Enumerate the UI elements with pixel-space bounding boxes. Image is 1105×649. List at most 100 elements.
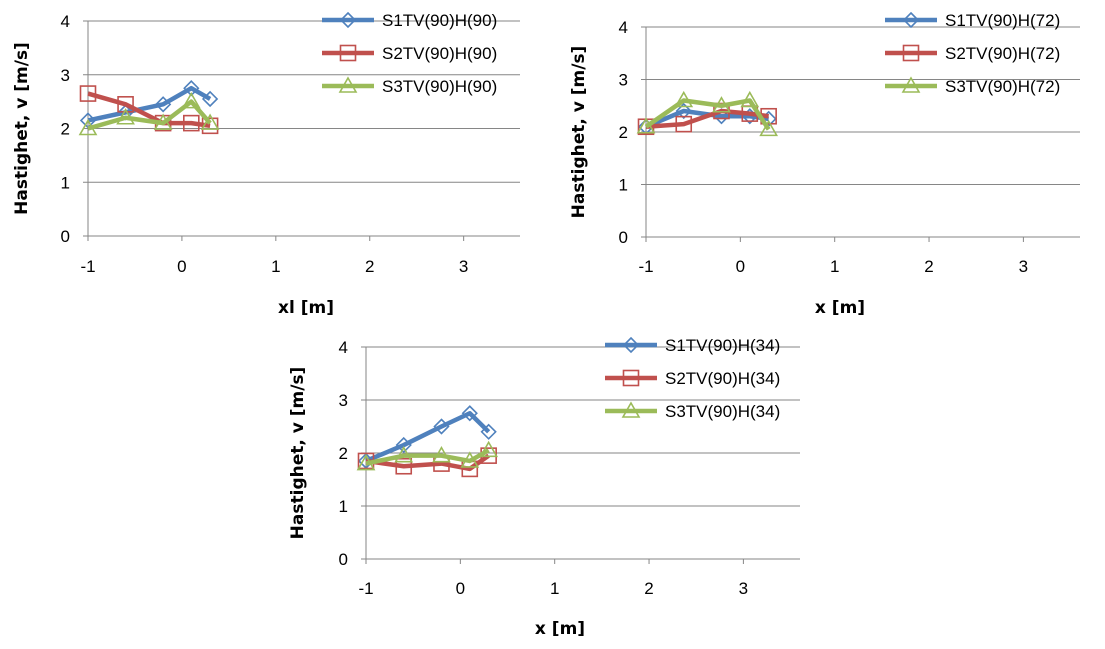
data-point-marker [154,96,172,113]
y-axis-label: Hastighet, v [m/s] [288,367,308,540]
series-3 [78,92,220,136]
data-point-marker [675,102,692,120]
x-tick-label: -1 [358,579,373,598]
x-tick-label: 2 [924,257,933,276]
legend-swatch-marker [622,369,640,387]
y-tick-label: 1 [61,173,70,192]
y-tick-label: 0 [619,228,628,247]
x-tick-label: 2 [365,257,374,276]
y-tick-label: 4 [61,12,70,31]
x-tick-label: 1 [271,257,280,276]
y-axis-label: Hastighet, v [m/s] [569,46,589,219]
legend-label: S3TV(90)H(72) [945,77,1060,96]
y-tick-label: 4 [619,18,628,37]
legend-entry: S3TV(90)H(34) [605,401,780,421]
y-tick-label: 0 [61,227,70,246]
x-tick-label: -1 [638,257,653,276]
legend-swatch-marker [621,401,641,418]
x-axis-label: x [m] [535,619,585,639]
series-line [644,98,771,131]
x-tick-label: 3 [459,257,468,276]
data-point-marker [759,119,779,137]
data-point-marker [461,405,478,422]
data-point-marker [675,115,693,133]
data-point-marker [79,85,97,102]
y-tick-label: 4 [339,338,348,357]
data-point-marker [200,113,220,130]
series-3 [636,90,779,137]
data-point-marker [394,446,414,463]
y-tick-label: 3 [339,391,348,410]
legend-entry: S1TV(90)H(34) [605,336,780,355]
data-point-marker [117,96,134,113]
legend-swatch-marker [339,44,357,62]
legend-label: S2TV(90)H(34) [665,369,780,388]
legend-label: S2TV(90)H(72) [945,44,1060,63]
data-point-marker [181,92,201,109]
legend: S1TV(90)H(34) S2TV(90)H(34) S3TV(90)H(34) [605,336,780,421]
legend-entry: S2TV(90)H(90) [322,44,497,63]
data-point-marker [480,423,497,440]
x-tick-label: 3 [739,579,748,598]
series-3 [356,440,499,471]
series-line [87,85,212,123]
x-axis-label: x [m] [815,298,865,318]
data-point-marker [479,440,499,458]
legend: S1TV(90)H(90) S2TV(90)H(90) S3TV(90)H(90) [322,11,497,96]
data-point-marker [433,418,450,435]
legend-label: S3TV(90)H(34) [665,402,780,421]
x-tick-label: 1 [830,257,839,276]
legend-swatch-marker [338,76,358,93]
data-point-marker [712,96,731,113]
legend-entry: S3TV(90)H(90) [322,76,497,96]
data-point-marker [183,114,200,132]
x-tick-label: 0 [456,579,465,598]
data-point-marker [395,457,413,475]
data-point-marker [432,446,451,463]
chart-panel-2: 0 1 2 3 4 -1 0 1 2 3 x [m] Hastighet, v [m/s] S1TV(9… [569,11,1080,318]
legend-swatch-marker [902,11,920,29]
data-point-marker [674,90,694,108]
data-point-marker [116,108,135,125]
data-point-marker [460,451,480,468]
legend-swatch-marker [339,11,357,29]
legend-entry: S2TV(90)H(34) [605,369,780,388]
legend-label: S1TV(90)H(90) [382,11,497,30]
legend-entry: S1TV(90)H(90) [322,11,497,30]
legend-entry: S1TV(90)H(72) [885,11,1060,30]
x-tick-label: 2 [644,579,653,598]
x-tick-label: 0 [736,257,745,276]
chart-panel-3: 0 1 2 3 4 -1 0 1 2 3 x [m] Hastighet, v [m/s] S1TV(9… [288,336,800,639]
data-point-marker [636,117,656,134]
y-tick-label: 0 [339,550,348,569]
y-tick-label: 3 [619,71,628,90]
y-tick-label: 2 [619,123,628,142]
legend: S1TV(90)H(72) S2TV(90)H(72) S3TV(90)H(72) [885,11,1060,96]
series-line [365,448,490,466]
x-tick-label: 0 [177,257,186,276]
data-point-marker [201,90,219,108]
legend-swatch-marker [622,336,640,354]
x-axis-label: xl [m] [278,298,334,318]
y-tick-label: 1 [339,497,348,516]
x-tick-label: 1 [550,579,559,598]
y-tick-label: 1 [619,176,628,195]
y-tick-label: 3 [61,66,70,85]
data-point-marker [740,90,760,108]
chart-panel-1: 0 1 2 3 4 -1 0 1 2 3 xl [m] Hastighet, v [m/s] S1TV(… [12,11,520,318]
legend-entry: S2TV(90)H(72) [885,44,1060,63]
y-axis-label: Hastighet, v [m/s] [12,42,32,215]
legend-label: S2TV(90)H(90) [382,44,497,63]
legend-swatch-marker [901,76,921,93]
data-point-marker [395,436,412,454]
series-line [365,411,491,464]
data-point-marker [201,117,219,135]
x-tick-label: -1 [80,257,95,276]
legend-label: S1TV(90)H(34) [665,336,780,355]
legend-label: S1TV(90)H(72) [945,11,1060,30]
legend-entry: S3TV(90)H(72) [885,76,1060,96]
x-tick-label: 3 [1019,257,1028,276]
data-point-marker [78,118,98,136]
y-tick-label: 2 [339,444,348,463]
